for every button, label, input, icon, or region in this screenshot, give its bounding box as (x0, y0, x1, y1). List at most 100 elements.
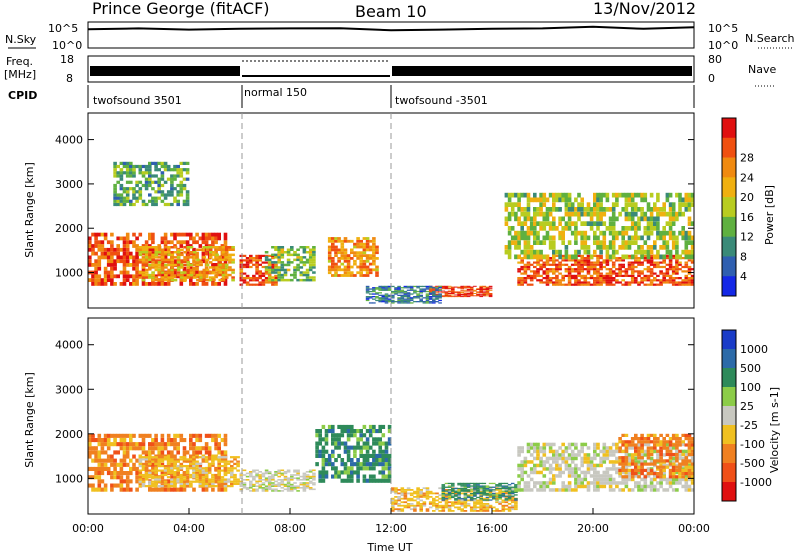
echo-cell (586, 221, 591, 226)
echo-cell (223, 456, 228, 459)
echo-cell (567, 467, 572, 471)
echo-cell (558, 453, 562, 457)
echo-cell (274, 263, 278, 266)
echo-cell (561, 254, 565, 257)
echo-cell (653, 449, 657, 454)
echo-cell (611, 283, 616, 286)
echo-cell (574, 456, 578, 461)
echo-cell (157, 177, 161, 181)
echo-cell (100, 479, 105, 484)
echo-cell (419, 499, 423, 502)
echo-cell (228, 253, 232, 257)
echo-cell (665, 281, 670, 284)
echo-cell (350, 470, 354, 475)
echo-cell (444, 292, 449, 294)
echo-cell (148, 458, 152, 461)
echo-cell (529, 270, 534, 273)
echo-cell (460, 287, 464, 289)
echo-cell (280, 469, 285, 472)
echo-cell (469, 293, 474, 295)
echo-cell (687, 192, 692, 198)
echo-cell (166, 450, 171, 455)
echo-cell (517, 453, 521, 457)
echo-cell (180, 253, 184, 257)
echo-cell (119, 462, 124, 467)
echo-cell (618, 259, 622, 262)
echo-cell (463, 286, 468, 288)
echo-cell (132, 168, 136, 172)
echo-cell (217, 469, 221, 472)
echo-cell (125, 164, 130, 169)
echo-cell (425, 299, 430, 302)
echo-cell (91, 232, 95, 237)
echo-cell (602, 477, 607, 482)
echo-cell (113, 259, 117, 264)
echo-cell (141, 263, 146, 267)
echo-cell (97, 454, 102, 459)
echo-cell (239, 472, 244, 475)
echo-cell (504, 504, 509, 507)
echo-cell (166, 442, 171, 447)
echo-cell (624, 453, 629, 457)
echo-cell (577, 474, 581, 478)
echo-cell (428, 287, 433, 289)
echo-cell (132, 244, 136, 248)
echo-cell (611, 216, 616, 222)
echo-cell (277, 246, 281, 249)
echo-cell (160, 458, 165, 461)
echo-cell (239, 283, 244, 286)
echo-cell (233, 467, 237, 470)
echo-cell (397, 292, 401, 294)
echo-cell (574, 274, 578, 277)
echo-cell (334, 470, 338, 475)
echo-cell (498, 482, 502, 485)
echo-cell (634, 456, 638, 461)
echo-cell (305, 477, 310, 479)
echo-cell (144, 248, 149, 251)
echo-cell (451, 288, 455, 290)
echo-cell (523, 470, 528, 475)
echo-cell (690, 460, 695, 464)
echo-cell (520, 257, 524, 260)
echo-cell (261, 274, 266, 277)
echo-cell (615, 202, 619, 207)
echo-cell (365, 453, 370, 458)
echo-cell (113, 274, 117, 279)
echo-cell (397, 496, 401, 498)
echo-cell (166, 247, 171, 252)
echo-cell (599, 477, 603, 482)
echo-cell (678, 456, 682, 461)
echo-cell (119, 270, 124, 275)
echo-cell (447, 510, 452, 512)
echo-cell (435, 290, 439, 292)
echo-cell (327, 257, 332, 260)
echo-cell (567, 221, 572, 226)
echo-cell (368, 248, 373, 252)
echo-cell (176, 271, 181, 274)
echo-cell (290, 483, 294, 486)
echo-cell (267, 281, 272, 284)
echo-cell (201, 458, 206, 463)
echo-cell (324, 474, 329, 479)
echo-cell (113, 171, 117, 175)
echo-cell (687, 277, 692, 280)
echo-cell (293, 253, 297, 257)
echo-cell (507, 216, 512, 222)
echo-cell (372, 288, 376, 290)
echo-cell (602, 442, 607, 447)
echo-cell (574, 279, 578, 282)
echo-cell (479, 496, 483, 498)
echo-cell (422, 288, 427, 290)
echo-cell (180, 248, 184, 251)
echo-cell (406, 489, 411, 491)
echo-cell (492, 498, 496, 500)
echo-cell (189, 236, 193, 241)
echo-cell (88, 438, 92, 443)
echo-cell (608, 207, 613, 212)
echo-cell (469, 293, 474, 294)
echo-cell (539, 221, 543, 226)
echo-cell (542, 263, 547, 266)
echo-cell (236, 482, 240, 485)
echo-cell (173, 473, 177, 477)
